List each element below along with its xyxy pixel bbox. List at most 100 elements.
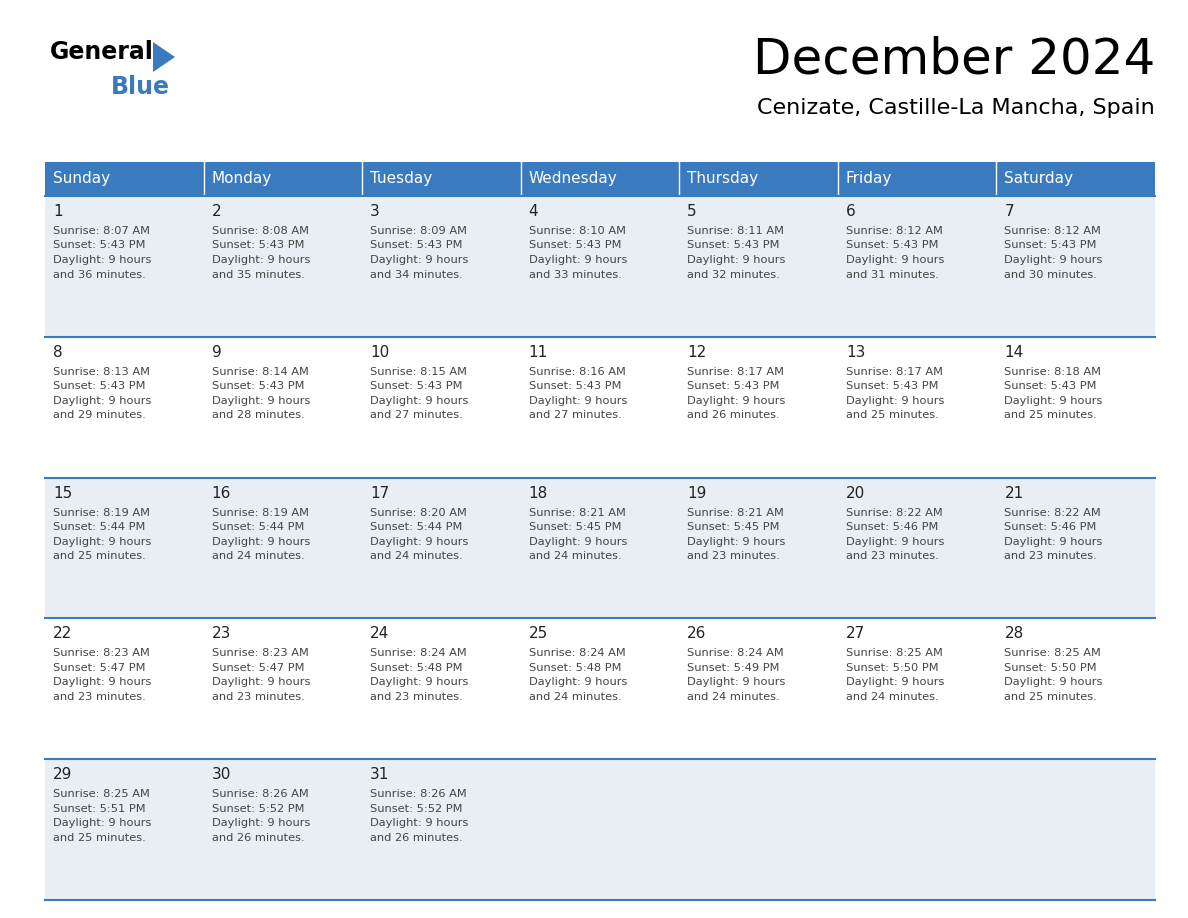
Text: and 24 minutes.: and 24 minutes. <box>846 692 939 702</box>
Text: Sunrise: 8:25 AM: Sunrise: 8:25 AM <box>1004 648 1101 658</box>
Bar <box>203 162 362 196</box>
Text: Daylight: 9 hours: Daylight: 9 hours <box>53 818 151 828</box>
Text: 9: 9 <box>211 345 221 360</box>
Text: and 24 minutes.: and 24 minutes. <box>529 551 621 561</box>
Text: 17: 17 <box>371 486 390 500</box>
Text: Sunrise: 8:21 AM: Sunrise: 8:21 AM <box>529 508 626 518</box>
Text: 22: 22 <box>53 626 72 642</box>
Text: and 24 minutes.: and 24 minutes. <box>371 551 463 561</box>
Text: Sunrise: 8:19 AM: Sunrise: 8:19 AM <box>53 508 150 518</box>
Text: Sunrise: 8:21 AM: Sunrise: 8:21 AM <box>688 508 784 518</box>
Text: Sunset: 5:43 PM: Sunset: 5:43 PM <box>846 241 939 251</box>
Text: 6: 6 <box>846 204 855 219</box>
Text: 2: 2 <box>211 204 221 219</box>
Text: 25: 25 <box>529 626 548 642</box>
Bar <box>45 162 203 196</box>
Text: 13: 13 <box>846 345 865 360</box>
Bar <box>362 162 520 196</box>
Text: Tuesday: Tuesday <box>371 172 432 186</box>
Text: December 2024: December 2024 <box>753 35 1155 83</box>
Text: Sunrise: 8:19 AM: Sunrise: 8:19 AM <box>211 508 309 518</box>
Text: Sunrise: 8:12 AM: Sunrise: 8:12 AM <box>1004 226 1101 236</box>
Text: Sunrise: 8:22 AM: Sunrise: 8:22 AM <box>1004 508 1101 518</box>
Text: Thursday: Thursday <box>688 172 758 186</box>
Text: Daylight: 9 hours: Daylight: 9 hours <box>529 537 627 546</box>
Text: 10: 10 <box>371 345 390 360</box>
Text: Sunrise: 8:08 AM: Sunrise: 8:08 AM <box>211 226 309 236</box>
Text: Blue: Blue <box>110 75 170 99</box>
Text: Sunrise: 8:15 AM: Sunrise: 8:15 AM <box>371 367 467 376</box>
Text: Sunrise: 8:25 AM: Sunrise: 8:25 AM <box>53 789 150 800</box>
Text: General: General <box>50 40 154 64</box>
Text: Daylight: 9 hours: Daylight: 9 hours <box>211 396 310 406</box>
Text: Sunset: 5:43 PM: Sunset: 5:43 PM <box>1004 241 1097 251</box>
Text: Monday: Monday <box>211 172 272 186</box>
Text: Sunset: 5:43 PM: Sunset: 5:43 PM <box>529 381 621 391</box>
Text: and 27 minutes.: and 27 minutes. <box>529 410 621 420</box>
Text: 20: 20 <box>846 486 865 500</box>
Text: 24: 24 <box>371 626 390 642</box>
Text: Sunset: 5:52 PM: Sunset: 5:52 PM <box>211 803 304 813</box>
Text: Cenizate, Castille-La Mancha, Spain: Cenizate, Castille-La Mancha, Spain <box>757 98 1155 118</box>
Text: Sunrise: 8:26 AM: Sunrise: 8:26 AM <box>211 789 309 800</box>
Text: Friday: Friday <box>846 172 892 186</box>
Text: and 23 minutes.: and 23 minutes. <box>1004 551 1098 561</box>
Bar <box>838 162 997 196</box>
Text: Sunset: 5:43 PM: Sunset: 5:43 PM <box>211 241 304 251</box>
Text: 4: 4 <box>529 204 538 219</box>
Text: Daylight: 9 hours: Daylight: 9 hours <box>211 677 310 688</box>
Text: and 32 minutes.: and 32 minutes. <box>688 270 781 279</box>
Text: and 30 minutes.: and 30 minutes. <box>1004 270 1098 279</box>
Text: Sunrise: 8:11 AM: Sunrise: 8:11 AM <box>688 226 784 236</box>
Text: and 25 minutes.: and 25 minutes. <box>846 410 939 420</box>
Text: 19: 19 <box>688 486 707 500</box>
Text: Sunset: 5:43 PM: Sunset: 5:43 PM <box>53 241 145 251</box>
Text: and 23 minutes.: and 23 minutes. <box>371 692 463 702</box>
Text: and 23 minutes.: and 23 minutes. <box>53 692 146 702</box>
Text: and 34 minutes.: and 34 minutes. <box>371 270 463 279</box>
Text: Daylight: 9 hours: Daylight: 9 hours <box>1004 396 1102 406</box>
Text: Sunrise: 8:17 AM: Sunrise: 8:17 AM <box>846 367 943 376</box>
Text: Daylight: 9 hours: Daylight: 9 hours <box>53 677 151 688</box>
Text: Daylight: 9 hours: Daylight: 9 hours <box>371 537 468 546</box>
Text: 14: 14 <box>1004 345 1024 360</box>
Text: Daylight: 9 hours: Daylight: 9 hours <box>529 677 627 688</box>
Text: Daylight: 9 hours: Daylight: 9 hours <box>688 396 785 406</box>
Text: and 28 minutes.: and 28 minutes. <box>211 410 304 420</box>
Text: and 23 minutes.: and 23 minutes. <box>688 551 781 561</box>
Text: and 26 minutes.: and 26 minutes. <box>211 833 304 843</box>
Text: Daylight: 9 hours: Daylight: 9 hours <box>1004 677 1102 688</box>
Text: Sunrise: 8:18 AM: Sunrise: 8:18 AM <box>1004 367 1101 376</box>
Text: 1: 1 <box>53 204 63 219</box>
Text: Daylight: 9 hours: Daylight: 9 hours <box>529 255 627 265</box>
Text: and 25 minutes.: and 25 minutes. <box>1004 410 1098 420</box>
Text: Daylight: 9 hours: Daylight: 9 hours <box>371 818 468 828</box>
Text: and 24 minutes.: and 24 minutes. <box>211 551 304 561</box>
Text: 16: 16 <box>211 486 230 500</box>
Text: Daylight: 9 hours: Daylight: 9 hours <box>211 818 310 828</box>
Bar <box>997 162 1155 196</box>
Text: Daylight: 9 hours: Daylight: 9 hours <box>53 255 151 265</box>
Text: Daylight: 9 hours: Daylight: 9 hours <box>53 537 151 546</box>
Text: Sunset: 5:43 PM: Sunset: 5:43 PM <box>529 241 621 251</box>
Bar <box>680 162 838 196</box>
Text: Sunrise: 8:16 AM: Sunrise: 8:16 AM <box>529 367 626 376</box>
Text: Daylight: 9 hours: Daylight: 9 hours <box>1004 255 1102 265</box>
Text: Sunset: 5:46 PM: Sunset: 5:46 PM <box>846 522 939 532</box>
Text: and 27 minutes.: and 27 minutes. <box>371 410 463 420</box>
Text: Daylight: 9 hours: Daylight: 9 hours <box>371 255 468 265</box>
Text: Daylight: 9 hours: Daylight: 9 hours <box>371 396 468 406</box>
Text: Daylight: 9 hours: Daylight: 9 hours <box>529 396 627 406</box>
Text: 31: 31 <box>371 767 390 782</box>
Text: Sunset: 5:44 PM: Sunset: 5:44 PM <box>53 522 145 532</box>
Text: Saturday: Saturday <box>1004 172 1074 186</box>
Text: Sunrise: 8:09 AM: Sunrise: 8:09 AM <box>371 226 467 236</box>
Text: Sunrise: 8:22 AM: Sunrise: 8:22 AM <box>846 508 942 518</box>
Text: Daylight: 9 hours: Daylight: 9 hours <box>371 677 468 688</box>
Text: Sunrise: 8:23 AM: Sunrise: 8:23 AM <box>53 648 150 658</box>
Text: 12: 12 <box>688 345 707 360</box>
Text: and 26 minutes.: and 26 minutes. <box>688 410 779 420</box>
Text: Sunrise: 8:24 AM: Sunrise: 8:24 AM <box>529 648 625 658</box>
Text: 18: 18 <box>529 486 548 500</box>
Text: 15: 15 <box>53 486 72 500</box>
